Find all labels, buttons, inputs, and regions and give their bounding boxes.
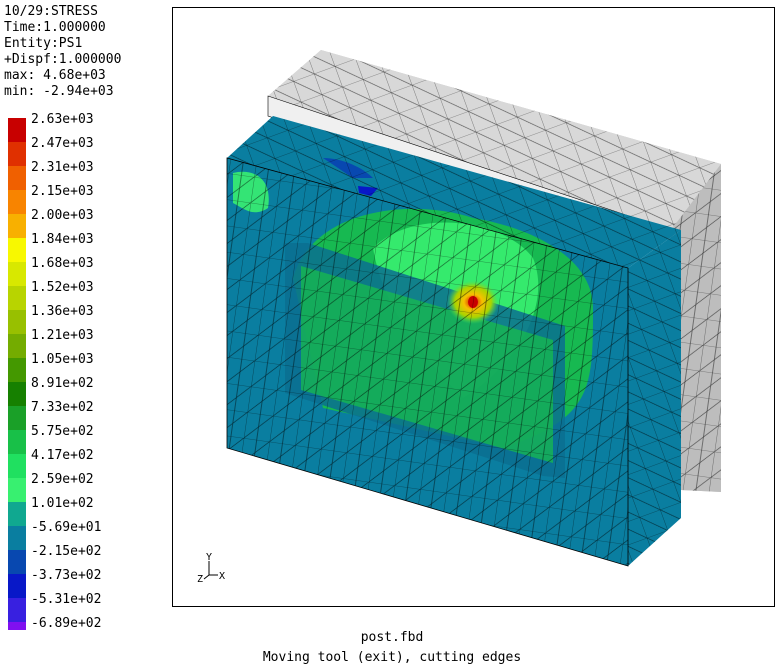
legend-label: 1.05e+03	[31, 352, 94, 367]
entity-label: Entity:PS1	[4, 36, 83, 51]
dispf-label: +Dispf:1.000000	[4, 52, 122, 67]
legend-row: -5.69e+01	[8, 520, 148, 550]
legend-row: -2.15e+02	[8, 544, 148, 574]
legend-label: -5.31e+02	[31, 592, 102, 607]
legend-row: 1.05e+03	[8, 352, 148, 382]
legend-label: 1.36e+03	[31, 304, 94, 319]
legend-label: 2.59e+02	[31, 472, 94, 487]
legend-row: 2.15e+03	[8, 184, 148, 214]
legend-row: -5.31e+02	[8, 592, 148, 622]
fem-model-render[interactable]: Y X Z	[173, 8, 774, 606]
legend-label: 1.84e+03	[31, 232, 94, 247]
legend-row: 1.68e+03	[8, 256, 148, 286]
legend-swatch	[8, 550, 26, 574]
legend-row: 1.36e+03	[8, 304, 148, 334]
legend-label: -3.73e+02	[31, 568, 102, 583]
legend-row: 1.21e+03	[8, 328, 148, 358]
legend-swatch	[8, 406, 26, 430]
legend-row: 8.91e+02	[8, 376, 148, 406]
result-header: 10/29:STRESS Time:1.000000 Entity:PS1 +D…	[4, 4, 121, 100]
legend-label: 5.75e+02	[31, 424, 94, 439]
legend-row: 1.01e+02	[8, 496, 148, 526]
legend-swatch	[8, 214, 26, 238]
legend-swatch	[8, 310, 26, 334]
legend-label: 1.01e+02	[31, 496, 94, 511]
legend-label: 2.00e+03	[31, 208, 94, 223]
legend-swatch	[8, 598, 26, 622]
legend-row: 2.00e+03	[8, 208, 148, 238]
legend-label: 1.52e+03	[31, 280, 94, 295]
legend-label: -6.89e+02	[31, 616, 102, 631]
legend-label: 1.21e+03	[31, 328, 94, 343]
legend-label: -5.69e+01	[31, 520, 102, 535]
legend-swatch	[8, 478, 26, 502]
legend-label: 7.33e+02	[31, 400, 94, 415]
axis-x-label: X	[219, 571, 225, 582]
legend-row: -3.73e+02	[8, 568, 148, 598]
legend-label: 2.31e+03	[31, 160, 94, 175]
legend-row: 2.31e+03	[8, 160, 148, 190]
axis-y-label: Y	[206, 552, 212, 563]
legend-label: -2.15e+02	[31, 544, 102, 559]
legend-row: 2.47e+03	[8, 136, 148, 166]
legend-label: 4.17e+02	[31, 448, 94, 463]
legend-label: 8.91e+02	[31, 376, 94, 391]
legend-swatch	[8, 526, 26, 550]
model-viewport[interactable]: Y X Z	[172, 7, 775, 607]
legend-swatch	[8, 334, 26, 358]
legend-swatch	[8, 238, 26, 262]
legend-swatch	[8, 454, 26, 478]
workpiece-part	[226, 116, 681, 567]
legend-label: 2.15e+03	[31, 184, 94, 199]
legend-swatch	[8, 286, 26, 310]
legend-swatch	[8, 262, 26, 286]
legend-swatch	[8, 622, 26, 630]
legend-swatch	[8, 166, 26, 190]
time-label: Time:1.000000	[4, 20, 106, 35]
legend-swatch	[8, 358, 26, 382]
legend-swatch	[8, 502, 26, 526]
dataset-label: 10/29:STRESS	[4, 4, 98, 19]
legend-swatch	[8, 190, 26, 214]
legend-row: 2.63e+03	[8, 112, 148, 142]
legend-swatch	[8, 574, 26, 598]
legend-row: 4.17e+02	[8, 448, 148, 478]
min-label: min: -2.94e+03	[4, 84, 114, 99]
legend-row: 7.33e+02	[8, 400, 148, 430]
axis-z-label: Z	[197, 574, 203, 585]
caption-description: Moving tool (exit), cutting edges	[262, 650, 522, 665]
legend-label: 1.68e+03	[31, 256, 94, 271]
legend-swatch	[8, 382, 26, 406]
legend-label: 2.47e+03	[31, 136, 94, 151]
legend-row: 5.75e+02	[8, 424, 148, 454]
legend-swatch	[8, 142, 26, 166]
caption-filename: post.fbd	[360, 630, 424, 645]
legend-row: 2.59e+02	[8, 472, 148, 502]
axis-triad: Y X Z	[197, 552, 225, 585]
legend-row: -6.89e+02	[8, 616, 148, 646]
legend-row: 1.84e+03	[8, 232, 148, 262]
legend-swatch	[8, 118, 26, 142]
max-label: max: 4.68e+03	[4, 68, 106, 83]
legend-row: 1.52e+03	[8, 280, 148, 310]
legend-swatch	[8, 430, 26, 454]
legend-label: 2.63e+03	[31, 112, 94, 127]
